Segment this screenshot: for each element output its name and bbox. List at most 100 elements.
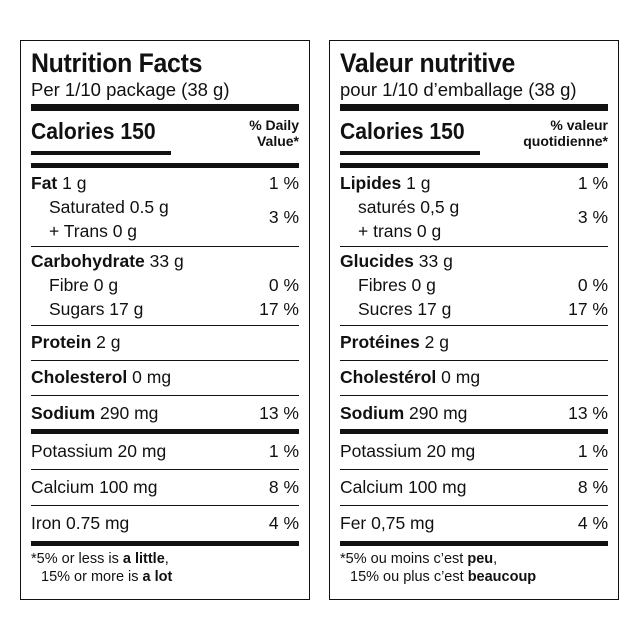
sat-trans-percent: 3 % [577, 207, 608, 227]
protein-label: Protein [31, 332, 92, 352]
footnote-line1-comma: , [164, 551, 169, 567]
sat-trans-group: Saturated 0.5 g + Trans 0 g 3 % [31, 195, 299, 243]
calories-value: Calories 150 [340, 118, 465, 144]
carb-line: Carbohydrate 33 g [31, 249, 299, 273]
protein-line: Protéines 2 g [340, 330, 608, 354]
footnote-line2-bold: beaucoup [467, 569, 537, 585]
calories-value: Calories 150 [31, 118, 156, 144]
footnote-line1-bold: a little [122, 551, 165, 567]
potassium-section: Potassium 20 mg 1 % [340, 429, 608, 469]
footnote-line1-bold: peu [467, 551, 494, 567]
potassium-percent: 1 % [577, 441, 608, 461]
calories-row: Calories 150 % Daily Value* [31, 111, 299, 163]
iron-section: Fer 0,75 mg 4 % [340, 505, 608, 541]
fat-line: Fat 1 g 1 % [31, 171, 299, 195]
carb-section: Carbohydrate 33 g Fibre 0 g 0 % Sugars 1… [31, 246, 299, 321]
fat-percent: 1 % [577, 173, 608, 193]
footnote-line2-bold: a lot [142, 569, 173, 585]
iron-line: Fer 0,75 mg 4 % [340, 511, 608, 535]
cholesterol-section: Cholesterol 0 mg [31, 360, 299, 395]
iron-text: Fer 0,75 mg [340, 513, 435, 533]
iron-text: Iron 0.75 mg [31, 513, 130, 533]
thick-divider [340, 104, 608, 111]
fat-percent: 1 % [268, 173, 299, 193]
daily-value-heading-line1: % Daily [249, 117, 299, 133]
iron-line: Iron 0.75 mg 4 % [31, 511, 299, 535]
potassium-section: Potassium 20 mg 1 % [31, 429, 299, 469]
calcium-section: Calcium 100 mg 8 % [31, 469, 299, 505]
sugars-percent: 17 % [568, 299, 608, 319]
protein-amount: 2 g [424, 332, 449, 352]
protein-label: Protéines [340, 332, 420, 352]
calcium-line: Calcium 100 mg 8 % [340, 475, 608, 499]
daily-value-heading: % Daily Value* [249, 117, 299, 149]
nutrition-label-english: Nutrition Facts Per 1/10 package (38 g) … [20, 40, 310, 600]
sodium-label: Sodium [31, 403, 96, 423]
daily-value-heading-line2: quotidienne* [523, 133, 608, 149]
sodium-amount: 290 mg [100, 403, 159, 423]
cholesterol-label: Cholesterol [31, 367, 128, 387]
protein-amount: 2 g [96, 332, 121, 352]
fibre-line: Fibres 0 g 0 % [340, 273, 608, 297]
fibre-line: Fibre 0 g 0 % [31, 273, 299, 297]
fat-label: Fat [31, 173, 58, 193]
sat-trans-percent: 3 % [268, 207, 299, 227]
cholesterol-line: Cholestérol 0 mg [340, 365, 608, 389]
saturated-line: saturés 0,5 g [358, 197, 460, 217]
fibre-percent: 0 % [577, 275, 608, 295]
carb-label: Carbohydrate [31, 251, 145, 271]
cholesterol-amount: 0 mg [132, 367, 172, 387]
daily-value-heading: % valeur quotidienne* [523, 117, 608, 149]
calcium-percent: 8 % [577, 477, 608, 497]
fat-amount: 1 g [62, 173, 87, 193]
trans-line: + Trans 0 g [49, 221, 138, 241]
footnote: *5% or less is a little, 15% or more is … [31, 541, 299, 586]
footnote-line2-text: 15% ou plus c’est [350, 569, 468, 585]
cholesterol-line: Cholesterol 0 mg [31, 365, 299, 389]
footnote-line2-text: 15% or more is [41, 569, 143, 585]
carb-amount: 33 g [149, 251, 184, 271]
potassium-line: Potassium 20 mg 1 % [340, 439, 608, 463]
footnote-line1: *5% or less is a little, [31, 551, 169, 567]
sodium-line: Sodium 290 mg 13 % [31, 401, 299, 425]
carb-amount: 33 g [418, 251, 453, 271]
cholesterol-section: Cholestérol 0 mg [340, 360, 608, 395]
iron-section: Iron 0.75 mg 4 % [31, 505, 299, 541]
potassium-text: Potassium 20 mg [340, 441, 476, 461]
iron-percent: 4 % [577, 513, 608, 533]
saturated-line: Saturated 0.5 g [49, 197, 169, 217]
calories-underline [31, 151, 171, 155]
cholesterol-label: Cholestérol [340, 367, 437, 387]
sugars-text: Sugars 17 g [49, 299, 144, 319]
fat-label: Lipides [340, 173, 402, 193]
calcium-section: Calcium 100 mg 8 % [340, 469, 608, 505]
potassium-percent: 1 % [268, 441, 299, 461]
sodium-section: Sodium 290 mg 13 % [31, 395, 299, 429]
carb-line: Glucides 33 g [340, 249, 608, 273]
fibre-text: Fibres 0 g [358, 275, 436, 295]
fat-amount: 1 g [406, 173, 431, 193]
calories-row: Calories 150 % valeur quotidienne* [340, 111, 608, 163]
footnote-line1-comma: , [493, 551, 498, 567]
protein-section: Protein 2 g [31, 325, 299, 360]
label-title: Valeur nutritive [340, 48, 516, 78]
sodium-line: Sodium 290 mg 13 % [340, 401, 608, 425]
iron-percent: 4 % [268, 513, 299, 533]
cholesterol-amount: 0 mg [441, 367, 481, 387]
sugars-text: Sucres 17 g [358, 299, 452, 319]
thick-divider [31, 104, 299, 111]
sugars-line: Sugars 17 g 17 % [31, 297, 299, 321]
calcium-text: Calcium 100 mg [31, 477, 158, 497]
sat-trans-group: saturés 0,5 g + trans 0 g 3 % [340, 195, 608, 243]
label-title: Nutrition Facts [31, 48, 203, 78]
fibre-percent: 0 % [268, 275, 299, 295]
calcium-percent: 8 % [268, 477, 299, 497]
sugars-percent: 17 % [259, 299, 299, 319]
potassium-line: Potassium 20 mg 1 % [31, 439, 299, 463]
protein-section: Protéines 2 g [340, 325, 608, 360]
trans-line: + trans 0 g [358, 221, 442, 241]
footnote-line1-text: *5% ou moins c’est [340, 551, 468, 567]
footnote-line2: 15% or more is a lot [31, 568, 299, 586]
sodium-label: Sodium [340, 403, 405, 423]
footnote-line2: 15% ou plus c’est beaucoup [340, 568, 608, 586]
